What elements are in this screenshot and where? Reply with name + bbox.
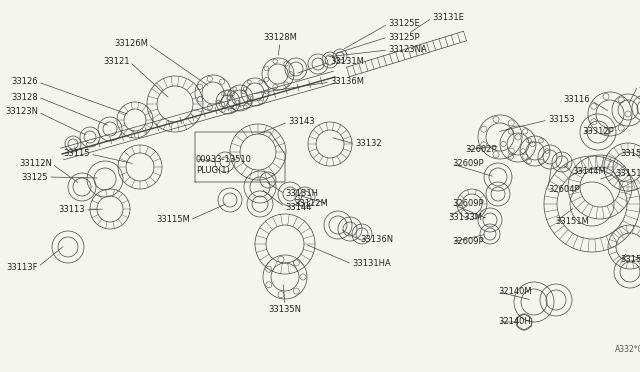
Text: 33151: 33151 <box>615 170 640 179</box>
Text: 33116: 33116 <box>563 96 590 105</box>
Text: 33143: 33143 <box>288 118 315 126</box>
Text: 33152: 33152 <box>620 256 640 264</box>
Text: 33131HA: 33131HA <box>352 260 391 269</box>
Text: 33132: 33132 <box>355 140 381 148</box>
Text: 33133M: 33133M <box>448 212 482 221</box>
Text: 33112N: 33112N <box>19 160 52 169</box>
Text: 32604P: 32604P <box>548 185 580 193</box>
Text: 32609P: 32609P <box>452 237 484 247</box>
Text: 32609P: 32609P <box>452 160 484 169</box>
Text: 32140H: 32140H <box>498 317 531 327</box>
Text: 33125: 33125 <box>22 173 48 182</box>
Text: 33128: 33128 <box>12 93 38 102</box>
Text: 32609P: 32609P <box>452 199 484 208</box>
Text: 33126: 33126 <box>12 77 38 87</box>
Text: 33125P: 33125P <box>388 32 420 42</box>
Text: 33135N: 33135N <box>269 305 301 314</box>
Text: 32140M: 32140M <box>498 288 532 296</box>
Text: 33131HB: 33131HB <box>638 81 640 90</box>
Text: 33115M: 33115M <box>156 215 190 224</box>
Text: 33128M: 33128M <box>263 33 297 42</box>
Text: 33112M: 33112M <box>294 199 328 208</box>
Text: 00933-13510: 00933-13510 <box>196 154 252 164</box>
Text: 33136M: 33136M <box>330 77 364 87</box>
Text: PLUG(1): PLUG(1) <box>196 166 230 174</box>
Text: 33131H: 33131H <box>285 189 318 199</box>
Text: 33151M: 33151M <box>555 218 589 227</box>
Text: 33123N: 33123N <box>5 108 38 116</box>
Text: 33131M: 33131M <box>330 58 364 67</box>
Text: 33121: 33121 <box>104 58 130 67</box>
Text: 33144: 33144 <box>285 202 312 212</box>
Text: 33312P: 33312P <box>582 128 614 137</box>
Text: 33126M: 33126M <box>114 39 148 48</box>
Text: 33136N: 33136N <box>360 235 393 244</box>
Text: 33123NA: 33123NA <box>388 45 427 55</box>
Text: 33113: 33113 <box>58 205 85 215</box>
Text: 33153: 33153 <box>548 115 575 125</box>
Text: 33144M: 33144M <box>572 167 605 176</box>
Text: 33113F: 33113F <box>6 263 38 272</box>
Text: A332*0058: A332*0058 <box>615 345 640 354</box>
Text: 32602P: 32602P <box>465 145 497 154</box>
Text: 33125E: 33125E <box>388 19 420 29</box>
Text: 33115: 33115 <box>63 150 90 158</box>
Text: 33131E: 33131E <box>432 13 464 22</box>
Text: 33152: 33152 <box>620 150 640 158</box>
